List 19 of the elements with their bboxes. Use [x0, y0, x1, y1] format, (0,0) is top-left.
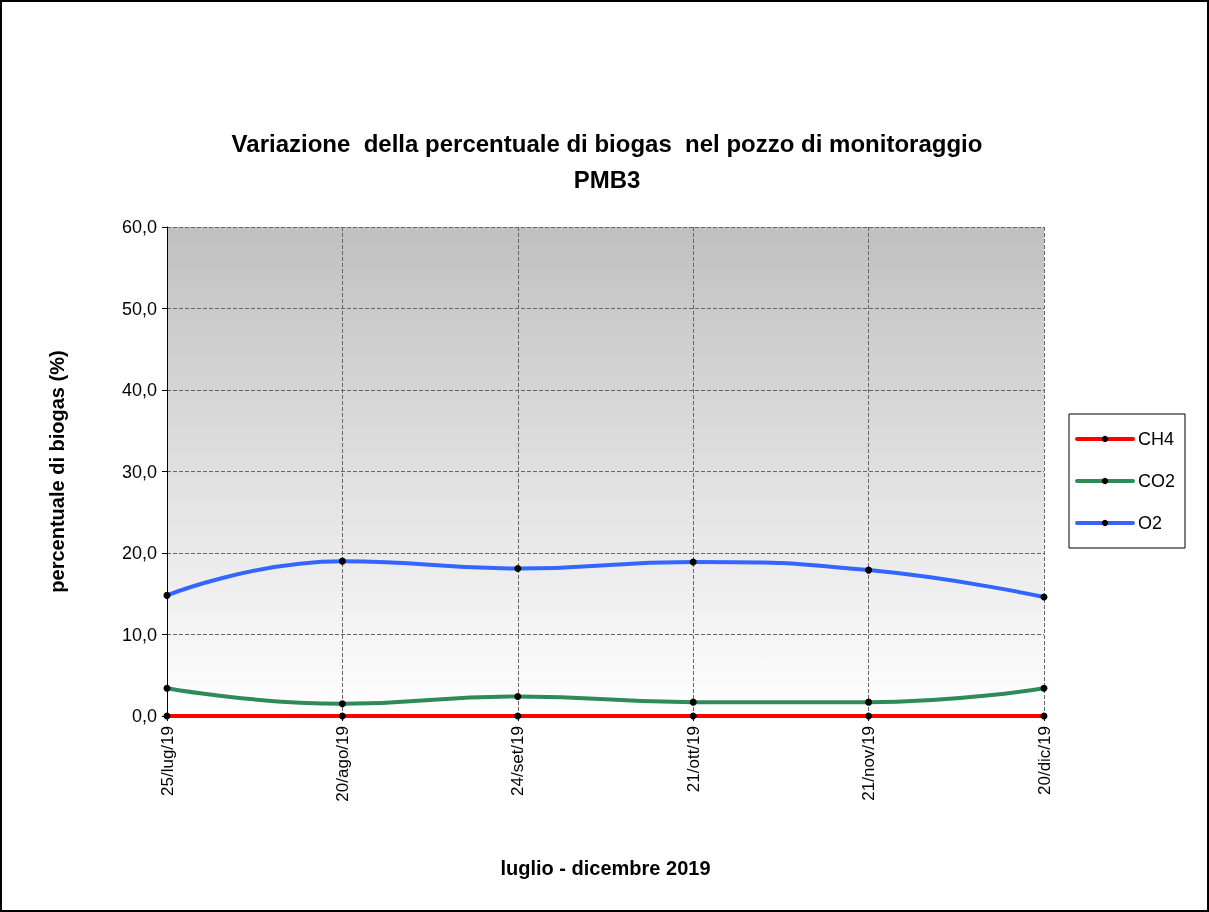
x-axis-title: luglio - dicembre 2019 — [500, 857, 711, 879]
legend-label: CO2 — [1137, 471, 1175, 491]
x-tick-label: 20/ago/19 — [332, 726, 352, 802]
y-tick-label: 30,0 — [121, 461, 157, 482]
x-tick-label: 21/ott/19 — [683, 726, 703, 793]
x-tick-label: 25/lug/19 — [157, 726, 177, 796]
x-tick-label: 21/nov/19 — [859, 726, 879, 801]
x-tick-label: 20/dic/19 — [1034, 726, 1054, 795]
y-tick-label: 60,0 — [121, 217, 157, 237]
y-axis-title: percentuale di biogas (%) — [46, 350, 68, 593]
legend-label: CH4 — [1137, 429, 1174, 449]
chart-title: Variazione della percentuale di biogas nel pozzo di monitoraggio PMB3 — [231, 129, 983, 193]
legend-label: O2 — [1137, 513, 1162, 533]
y-tick-label: 10,0 — [121, 624, 157, 645]
x-tick-label: 24/set/19 — [508, 726, 528, 796]
y-tick-label: 0,0 — [131, 706, 157, 726]
y-tick-label: 20,0 — [121, 543, 157, 563]
y-tick-label: 40,0 — [121, 380, 157, 400]
y-tick-label: 50,0 — [121, 298, 157, 319]
